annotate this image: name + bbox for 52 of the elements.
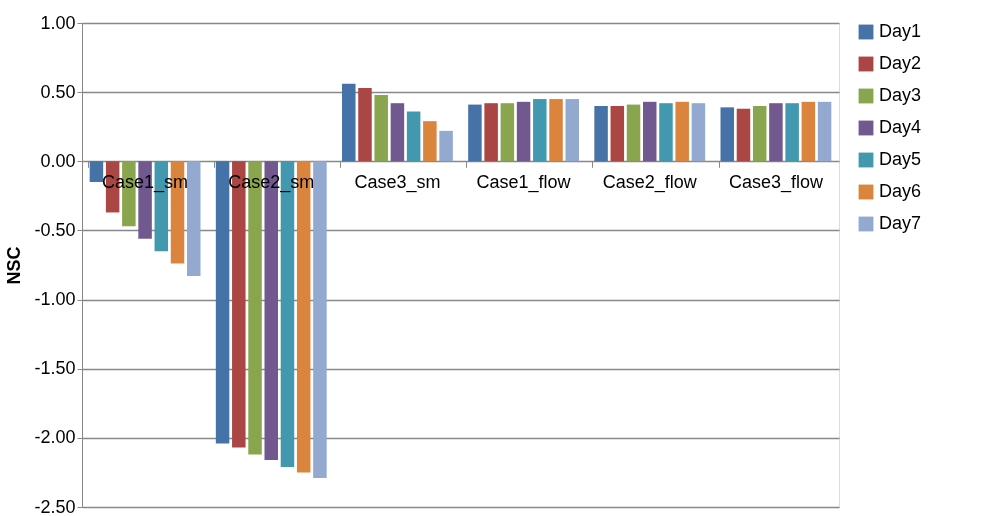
bar — [675, 101, 689, 162]
bar — [594, 105, 608, 162]
y-tick-label: -0.50 — [34, 219, 76, 240]
legend-label: Day6 — [879, 181, 922, 201]
x-tick-label: Case2_flow — [602, 171, 698, 193]
y-tick-label: 0.50 — [40, 81, 76, 102]
x-tick-label: Case1_flow — [476, 171, 572, 193]
bar — [516, 101, 531, 162]
bar — [610, 105, 625, 162]
bar — [215, 161, 230, 444]
bar — [565, 99, 579, 162]
bar — [468, 104, 482, 162]
bar — [374, 94, 388, 162]
bar — [89, 161, 104, 183]
x-tick-label: Case3_sm — [354, 171, 441, 193]
y-tick-label: -1.00 — [34, 289, 76, 310]
bar — [752, 105, 767, 162]
legend-label: Day7 — [879, 213, 922, 233]
legend-label: Day1 — [879, 21, 922, 41]
bar — [533, 99, 547, 162]
bar — [769, 103, 783, 162]
legend-label: Day2 — [879, 53, 922, 73]
bar — [785, 103, 799, 162]
bar — [643, 101, 657, 162]
x-tick-label: Case3_flow — [728, 171, 824, 193]
y-tick-label: 1.00 — [40, 12, 76, 33]
bar — [691, 103, 706, 162]
y-tick-label: -2.50 — [34, 496, 76, 516]
bar — [313, 161, 327, 478]
y-tick-label: -1.50 — [34, 358, 76, 379]
bar — [439, 130, 453, 162]
bar — [549, 99, 563, 162]
bar — [817, 101, 832, 162]
y-tick-label: -2.00 — [34, 427, 76, 448]
bar — [406, 111, 421, 162]
bar — [342, 83, 356, 162]
legend-label: Day3 — [879, 85, 922, 105]
bar — [659, 103, 673, 162]
bar — [801, 101, 816, 162]
bar — [720, 107, 734, 162]
bar — [500, 103, 515, 162]
legend-label: Day5 — [879, 149, 922, 169]
bar — [187, 161, 201, 277]
bar — [484, 103, 498, 162]
bar — [358, 87, 372, 162]
y-axis-title: NSC — [4, 246, 25, 285]
y-tick-label: 0.00 — [40, 150, 76, 171]
bar — [736, 108, 751, 162]
legend-label: Day4 — [879, 117, 922, 137]
bar — [626, 104, 641, 162]
bar — [390, 103, 405, 162]
bar — [423, 121, 437, 162]
